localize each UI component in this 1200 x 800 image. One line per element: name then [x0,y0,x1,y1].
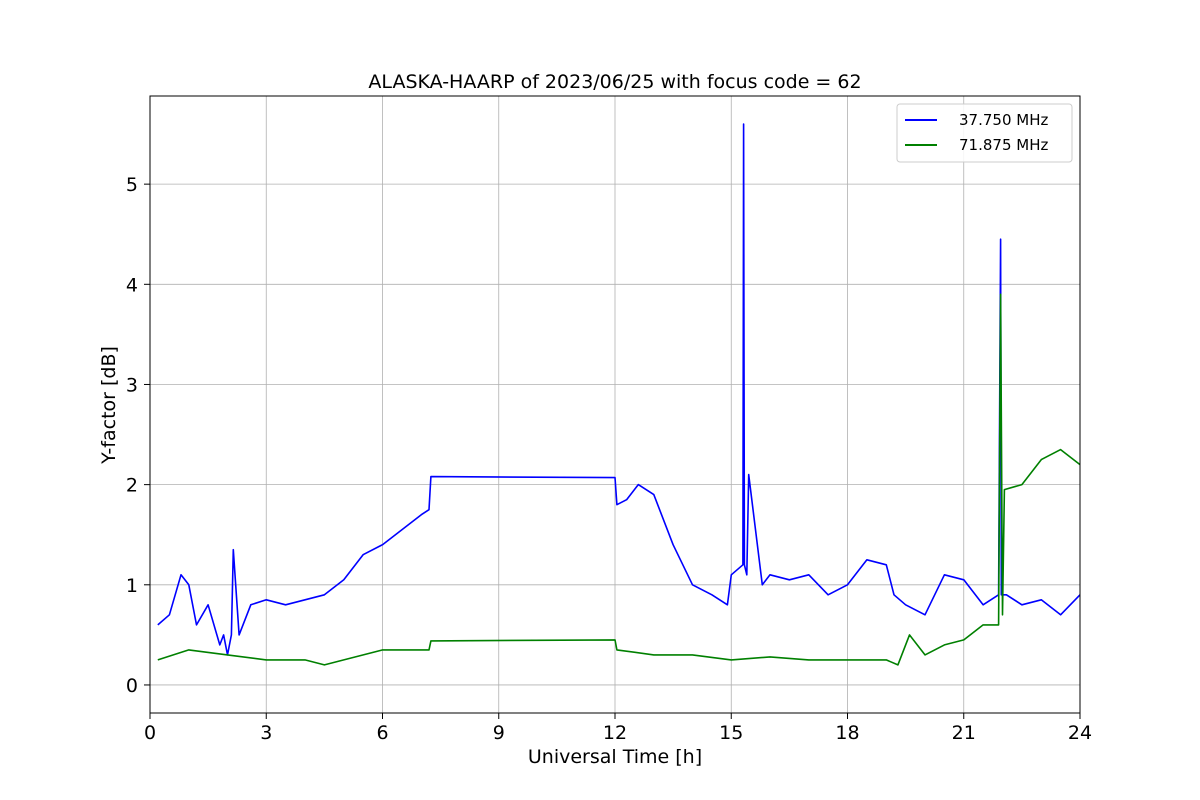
x-tick-label: 18 [835,722,859,744]
series-line-1 [157,123,1081,656]
x-tick-label: 24 [1068,722,1092,744]
y-tick-label: 4 [126,274,138,296]
x-tick-label: 21 [952,722,976,744]
x-tick-label: 15 [719,722,743,744]
series-layer [157,123,1081,666]
legend: 37.750 MHz 71.875 MHz [896,103,1073,163]
x-tick-label: 9 [493,722,505,744]
y-axis-label: Y-factor [dB] [98,346,120,465]
grid [149,96,1081,713]
x-tick-label: 12 [603,722,627,744]
chart-title: ALASKA-HAARP of 2023/06/25 with focus co… [368,71,861,93]
x-tick-label: 3 [260,722,272,744]
series-line-2 [157,293,1081,666]
y-tick-label: 0 [126,675,138,697]
y-tick-label: 2 [126,475,138,497]
legend-label: 37.750 MHz [959,111,1048,129]
legend-box [896,103,1073,163]
legend-label: 71.875 MHz [959,136,1048,154]
y-tick-label: 5 [126,174,138,196]
x-tick-label: 6 [376,722,388,744]
x-tick-label: 0 [144,722,156,744]
x-axis-label: Universal Time [h] [528,746,702,768]
y-tick-label: 3 [126,374,138,396]
y-tick-label: 1 [126,575,138,597]
